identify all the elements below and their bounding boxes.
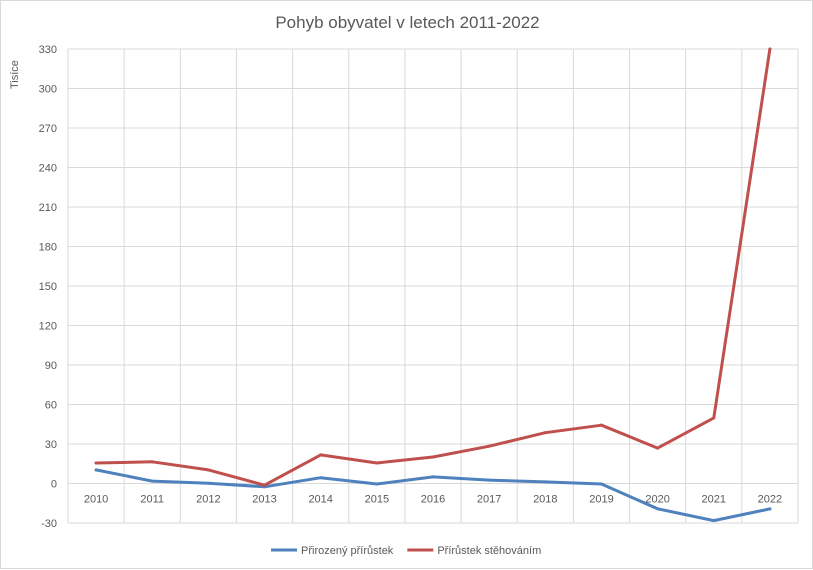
y-tick-label: 210	[39, 202, 57, 214]
x-tick-label: 2018	[533, 494, 557, 506]
legend-label: Přírůstek stěhováním	[437, 545, 541, 557]
x-tick-label: 2012	[196, 494, 220, 506]
data-point	[712, 416, 716, 420]
y-tick-label: 180	[39, 242, 57, 254]
data-point	[263, 483, 267, 487]
data-point	[543, 431, 547, 435]
y-tick-label: 120	[39, 321, 57, 333]
data-point	[599, 423, 603, 427]
data-point	[206, 468, 210, 472]
x-tick-label: 2020	[645, 494, 669, 506]
y-tick-label: 300	[39, 84, 57, 96]
x-tick-label: 2019	[589, 494, 613, 506]
y-tick-label: 330	[39, 44, 57, 56]
y-tick-label: 240	[39, 163, 57, 175]
data-point	[150, 460, 154, 464]
x-tick-label: 2021	[702, 494, 726, 506]
y-tick-label: 30	[45, 439, 57, 451]
x-tick-label: 2013	[252, 494, 276, 506]
y-tick-label: 270	[39, 123, 57, 135]
x-tick-label: 2022	[758, 494, 782, 506]
x-tick-label: 2010	[84, 494, 108, 506]
data-point	[206, 481, 210, 485]
grid-layer	[67, 48, 799, 524]
series-layer	[94, 47, 772, 523]
legend-label: Přirozený přírůstek	[301, 545, 394, 557]
data-point	[94, 461, 98, 465]
x-tick-label: 2014	[308, 494, 332, 506]
data-point	[375, 482, 379, 486]
data-point	[487, 444, 491, 448]
legend: Přirozený přírůstek Přírůstek stěhováním	[271, 545, 541, 557]
data-point	[94, 468, 98, 472]
y-tick-label: 0	[51, 479, 57, 491]
y-tick-label: 60	[45, 400, 57, 412]
y-tick-label: 90	[45, 360, 57, 372]
chart-title: Pohyb obyvatel v letech 2011-2022	[275, 13, 540, 32]
data-point	[319, 453, 323, 457]
x-tick-label: 2015	[365, 494, 389, 506]
data-point	[375, 461, 379, 465]
data-point	[768, 47, 772, 51]
x-tick-label: 2011	[140, 494, 164, 506]
data-point	[768, 507, 772, 511]
y-tick-label: -30	[41, 518, 57, 530]
data-point	[543, 480, 547, 484]
tick-layer: -30 0 30 60 90 120 150 180 210 240 270 300 330 2010 20…	[39, 44, 783, 530]
data-point	[712, 519, 716, 523]
data-point	[656, 507, 660, 511]
data-point	[431, 455, 435, 459]
data-point	[487, 478, 491, 482]
data-point	[656, 446, 660, 450]
data-point	[150, 479, 154, 483]
data-point	[431, 475, 435, 479]
x-tick-label: 2017	[477, 494, 501, 506]
x-tick-label: 2016	[421, 494, 445, 506]
series-line	[94, 47, 772, 487]
data-point	[319, 476, 323, 480]
data-point	[599, 482, 603, 486]
y-tick-label: 150	[39, 281, 57, 293]
